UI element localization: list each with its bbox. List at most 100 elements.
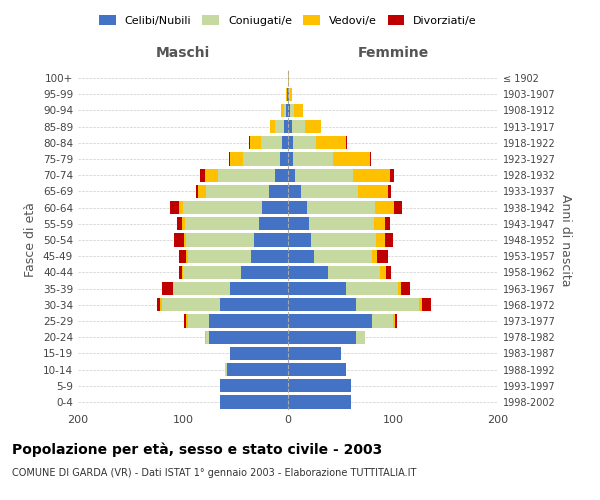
Bar (288, 185, 301, 198)
Bar (196, 185, 198, 198)
Bar (356, 330, 365, 344)
Bar (225, 363, 227, 376)
Bar (218, 168, 275, 182)
Bar (157, 298, 160, 312)
Bar (262, 201, 288, 214)
Bar (316, 136, 346, 149)
Bar (287, 88, 288, 101)
Bar (230, 346, 288, 360)
Bar (182, 217, 185, 230)
Bar (186, 250, 188, 263)
Bar (288, 72, 289, 85)
Bar (275, 120, 284, 134)
Bar (288, 330, 356, 344)
Bar (249, 136, 250, 149)
Bar (374, 217, 385, 230)
Bar (393, 314, 395, 328)
Bar (220, 298, 288, 312)
Bar (227, 363, 288, 376)
Bar (270, 120, 275, 134)
Bar (394, 201, 403, 214)
Bar (307, 201, 375, 214)
Bar (229, 152, 230, 166)
Bar (290, 88, 292, 101)
Bar (388, 185, 391, 198)
Bar (346, 282, 398, 295)
Bar (173, 234, 184, 246)
Bar (288, 266, 328, 279)
Bar (288, 379, 351, 392)
Bar (293, 136, 316, 149)
Bar (314, 250, 372, 263)
Bar (386, 266, 391, 279)
Bar (385, 217, 390, 230)
Bar (162, 298, 220, 312)
Bar (186, 314, 188, 328)
Bar (250, 136, 260, 149)
Bar (377, 250, 388, 263)
Bar (162, 282, 173, 295)
Bar (206, 330, 209, 344)
Bar (200, 168, 205, 182)
Bar (280, 152, 288, 166)
Bar (301, 185, 358, 198)
Bar (288, 282, 346, 295)
Bar (390, 168, 394, 182)
Bar (295, 104, 303, 117)
Bar (183, 201, 262, 214)
Bar (380, 266, 386, 279)
Bar (184, 314, 186, 328)
Bar (372, 250, 377, 263)
Bar (281, 104, 284, 117)
Bar (395, 314, 397, 328)
Bar (206, 185, 269, 198)
Bar (275, 168, 288, 182)
Bar (288, 136, 293, 149)
Bar (183, 266, 241, 279)
Bar (288, 314, 372, 328)
Bar (170, 201, 179, 214)
Bar (185, 217, 259, 230)
Bar (309, 217, 374, 230)
Bar (220, 379, 288, 392)
Bar (209, 330, 288, 344)
Bar (370, 152, 371, 166)
Bar (188, 314, 209, 328)
Bar (398, 282, 401, 295)
Bar (372, 314, 393, 328)
Bar (184, 234, 186, 246)
Bar (286, 88, 287, 101)
Bar (205, 168, 218, 182)
Bar (333, 152, 370, 166)
Bar (176, 217, 182, 230)
Bar (288, 396, 351, 408)
Bar (289, 88, 290, 101)
Bar (356, 298, 419, 312)
Bar (346, 136, 347, 149)
Bar (288, 88, 289, 101)
Bar (376, 234, 385, 246)
Bar (375, 201, 394, 214)
Bar (295, 168, 353, 182)
Bar (282, 136, 288, 149)
Text: Maschi: Maschi (156, 46, 210, 60)
Bar (288, 217, 309, 230)
Bar (220, 396, 288, 408)
Bar (288, 363, 346, 376)
Bar (288, 250, 314, 263)
Bar (284, 120, 288, 134)
Bar (160, 298, 162, 312)
Bar (288, 201, 307, 214)
Bar (241, 266, 288, 279)
Bar (205, 330, 206, 344)
Bar (293, 152, 333, 166)
Bar (288, 104, 290, 117)
Bar (353, 168, 390, 182)
Bar (292, 120, 305, 134)
Bar (179, 201, 183, 214)
Bar (385, 234, 393, 246)
Text: Femmine: Femmine (358, 46, 428, 60)
Bar (209, 314, 288, 328)
Bar (358, 185, 388, 198)
Bar (311, 234, 376, 246)
